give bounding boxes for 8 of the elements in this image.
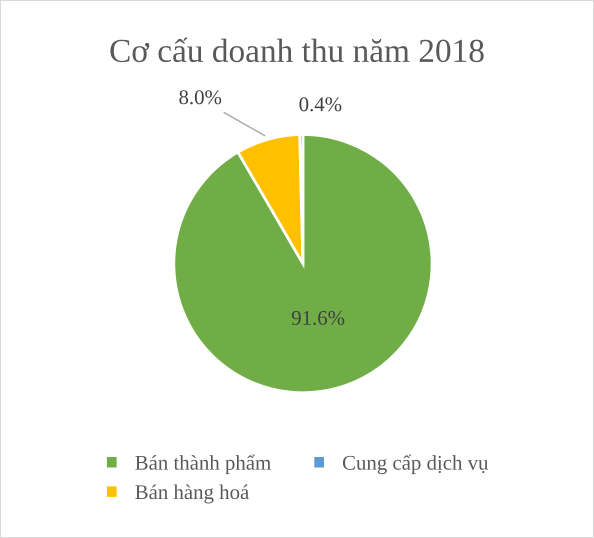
- legend-label: Cung cấp dịch vụ: [342, 454, 488, 474]
- data-label: 91.6%: [292, 310, 344, 326]
- data-label: 0.4%: [299, 97, 342, 112]
- chart-title: Cơ cấu doanh thu năm 2018: [110, 38, 484, 62]
- data-label: 8.0%: [179, 90, 222, 104]
- pie-slice: [172, 133, 434, 394]
- legend-label: Bán thành phẩm: [135, 454, 271, 474]
- legend-label: Bán hàng hoá: [135, 484, 249, 504]
